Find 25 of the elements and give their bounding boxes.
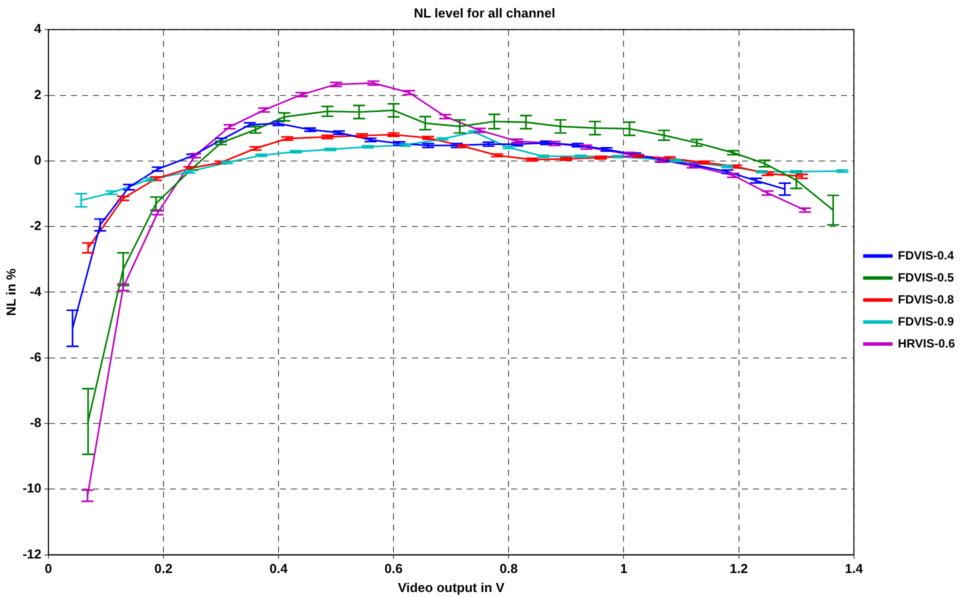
x-tick-label: 0.2 (154, 561, 172, 576)
y-tick-label: 2 (34, 86, 42, 102)
legend-label: FDVIS-0.9 (898, 314, 954, 328)
chart-title: NL level for all channel (414, 5, 556, 20)
x-tick-label: 0.6 (384, 561, 403, 576)
x-axis-title: Video output in V (398, 580, 505, 595)
y-tick-label: 0 (34, 152, 42, 168)
y-tick-label: -6 (30, 349, 42, 364)
y-tick-label: -2 (30, 218, 42, 234)
x-tick-label: 1 (620, 561, 628, 576)
y-tick-label: 4 (34, 21, 42, 36)
legend-label: FDVIS-0.5 (898, 270, 954, 284)
y-tick-label: -8 (30, 415, 42, 430)
y-tick-label: -12 (22, 546, 42, 562)
legend-label: FDVIS-0.4 (898, 248, 954, 262)
legend-label: HRVIS-0.6 (898, 336, 956, 350)
x-tick-label: 0.4 (269, 561, 288, 576)
y-tick-label: -4 (30, 284, 42, 299)
y-axis-title: NL in % (3, 268, 18, 316)
y-tick-label: -10 (22, 480, 42, 496)
x-tick-label: 1.2 (730, 561, 748, 576)
x-tick-label: 0 (44, 561, 52, 576)
x-tick-label: 0.8 (500, 561, 518, 576)
x-tick-label: 1.4 (844, 561, 864, 576)
legend-label: FDVIS-0.8 (898, 292, 954, 306)
